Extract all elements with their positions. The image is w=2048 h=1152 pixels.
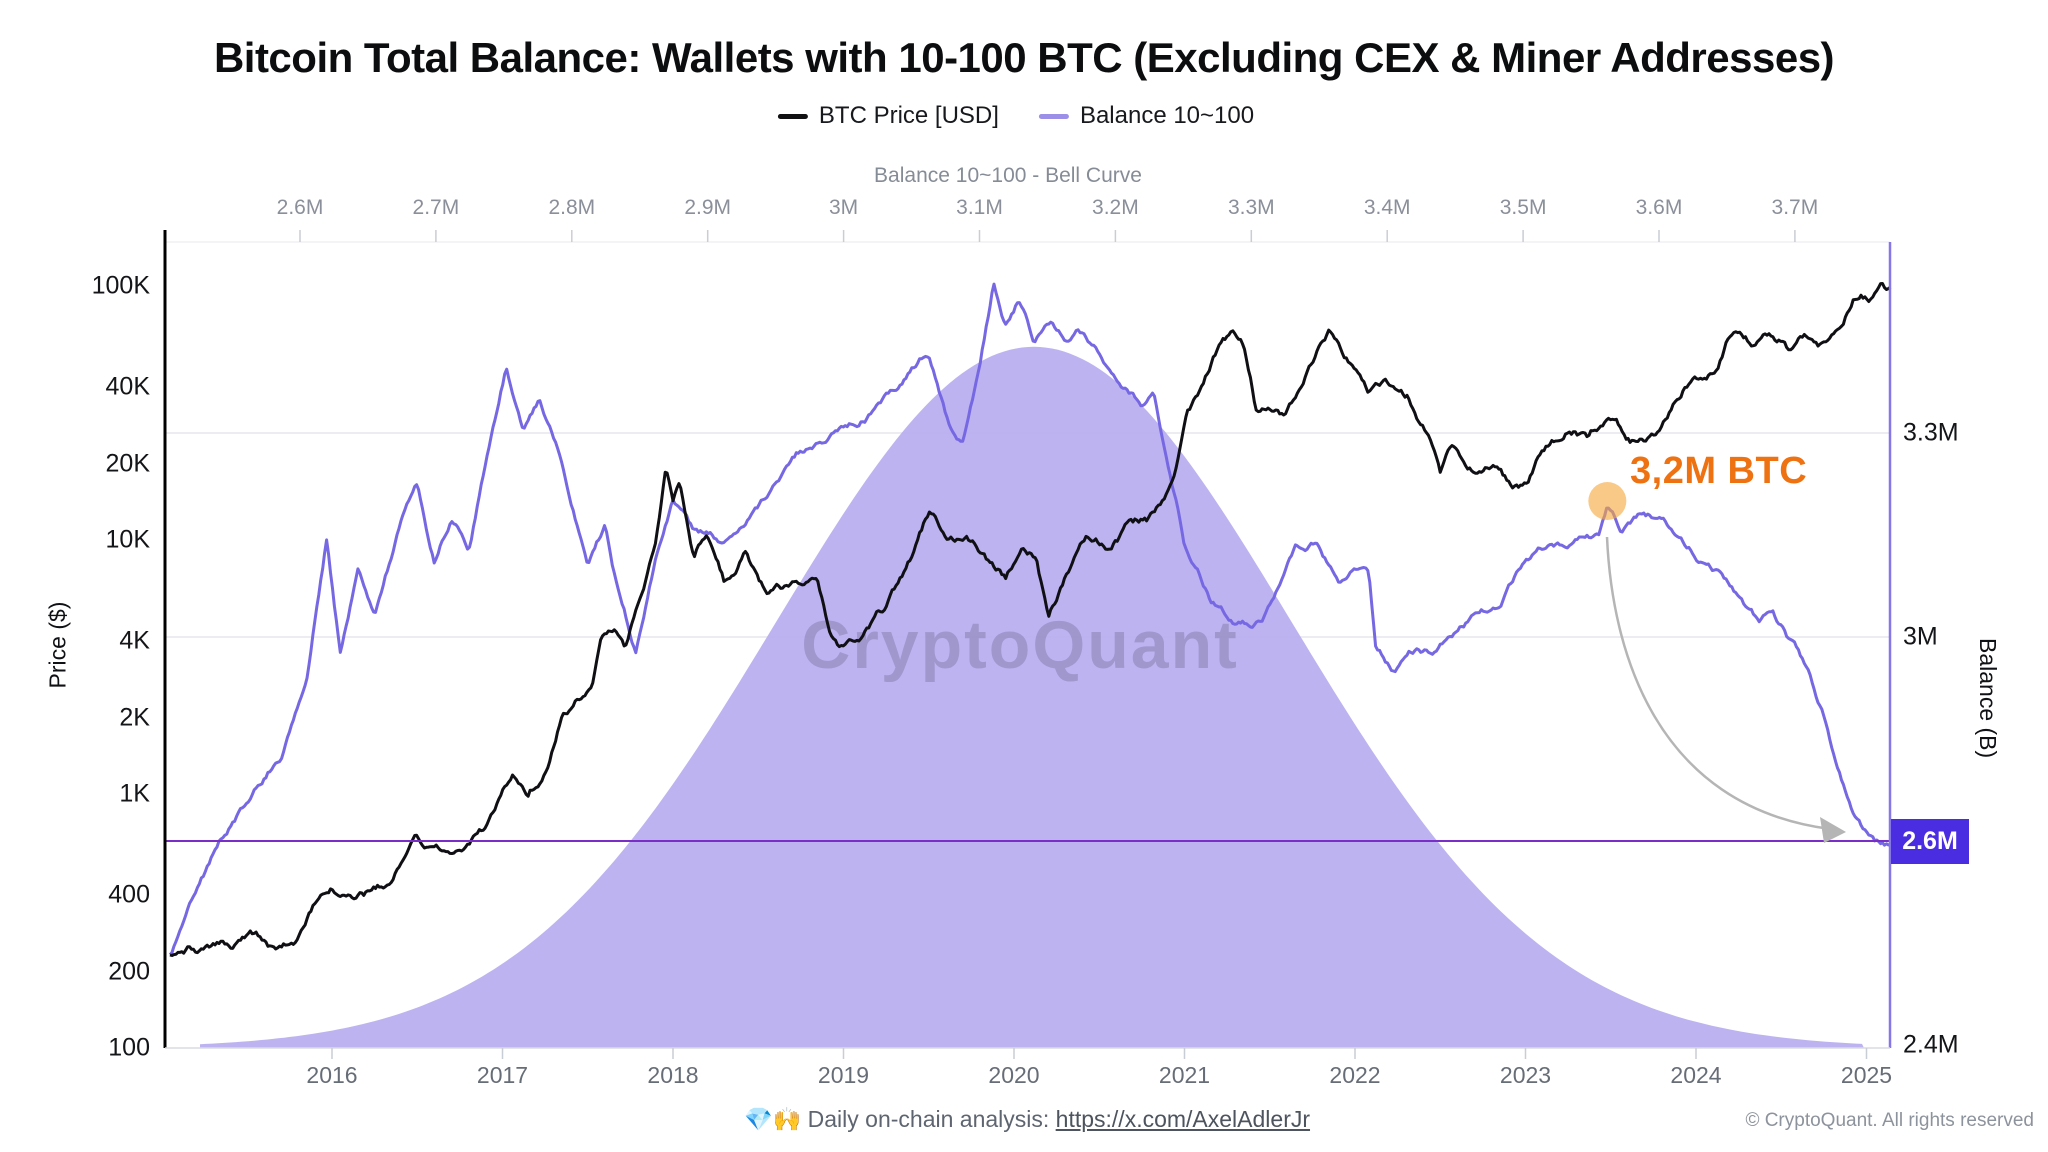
left-axis-tick-label: 2K <box>119 703 150 732</box>
left-axis-tick-label: 200 <box>108 957 150 986</box>
btc-price-line <box>169 282 1892 957</box>
top-axis-tick-label: 2.8M <box>548 196 596 219</box>
top-axis-tick-label: 3.7M <box>1771 196 1819 219</box>
x-axis-tick-label: 2023 <box>1499 1062 1552 1088</box>
annotation-marker <box>1588 482 1627 520</box>
right-axis-tick-label: 3.3M <box>1903 418 1959 447</box>
top-axis-tick-label: 2.6M <box>276 196 324 219</box>
watermark: CryptoQuant <box>801 607 1239 683</box>
page-title: Bitcoin Total Balance: Wallets with 10-1… <box>213 34 1835 81</box>
annotation-arrow <box>1605 536 1831 831</box>
legend-label-balance: Balance 10~100 <box>1079 102 1255 129</box>
legend: BTC Price [USD] Balance 10~100 <box>777 102 1255 130</box>
right-axis-label: Balance (B) <box>1975 638 2001 759</box>
annotation-callout: 3,2M BTC <box>1630 450 1808 492</box>
left-axis-tick-label: 40K <box>105 372 150 401</box>
x-axis-tick-label: 2020 <box>988 1062 1040 1088</box>
btc-price-line-swatch-icon <box>777 113 808 119</box>
x-axis-tick-label: 2024 <box>1670 1062 1722 1088</box>
x-axis-tick-label: 2022 <box>1329 1062 1381 1088</box>
top-axis-tick-label: 2.9M <box>684 196 732 219</box>
copyright-notice: © CryptoQuant. All rights reserved <box>1745 1110 2034 1131</box>
footer-link[interactable]: https://x.com/AxelAdlerJr <box>1055 1106 1311 1132</box>
left-axis-tick-label: 20K <box>105 449 150 478</box>
bell-curve-area <box>200 346 1864 1048</box>
x-axis-tick-label: 2025 <box>1840 1062 1893 1088</box>
top-axis-tick-label: 2.7M <box>412 196 460 219</box>
x-axis-tick-label: 2017 <box>476 1062 529 1088</box>
left-axis-tick-label: 10K <box>105 525 150 554</box>
legend-label-btc-price: BTC Price [USD] <box>818 102 999 129</box>
balance-line-swatch-icon <box>1038 113 1069 119</box>
top-axis-tick-label: 3.3M <box>1227 196 1275 219</box>
left-axis-tick-label: 400 <box>108 880 150 909</box>
x-axis-tick-label: 2018 <box>647 1062 699 1088</box>
current-value-badge: 2.6M <box>1891 819 1969 864</box>
top-axis-tick-label: 3M <box>829 196 859 219</box>
top-axis-tick-label: 3.5M <box>1499 196 1547 219</box>
annotation-arrowhead-icon <box>1820 817 1846 843</box>
top-axis-tick-label: 3.1M <box>956 196 1003 219</box>
top-axis-tick-label: 3.6M <box>1635 196 1683 219</box>
left-axis-tick-label: 4K <box>119 626 150 655</box>
top-axis-tick-label: 3.2M <box>1092 196 1139 219</box>
left-axis-tick-label: 100 <box>108 1033 150 1062</box>
x-axis-tick-label: 2016 <box>306 1062 358 1088</box>
footer-note-text: 💎🙌 Daily on-chain analysis: <box>743 1106 1056 1132</box>
x-axis-tick-label: 2021 <box>1158 1062 1211 1088</box>
top-axis-tick-label: 3.4M <box>1363 196 1411 219</box>
legend-item-balance[interactable]: Balance 10~100 <box>1038 102 1255 130</box>
left-axis-tick-label: 100K <box>91 271 150 300</box>
legend-item-btc-price[interactable]: BTC Price [USD] <box>777 102 999 130</box>
right-axis-tick-label: 3M <box>1903 622 1938 651</box>
left-axis-label: Price ($) <box>44 601 71 689</box>
footer-note: 💎🙌 Daily on-chain analysis: https://x.co… <box>744 1106 1310 1133</box>
right-axis-tick-label: 2.4M <box>1903 1030 1959 1059</box>
left-axis-tick-label: 1K <box>119 779 150 808</box>
top-axis-title: Balance 10~100 - Bell Curve <box>874 164 1142 187</box>
x-axis-tick-label: 2019 <box>817 1062 870 1088</box>
